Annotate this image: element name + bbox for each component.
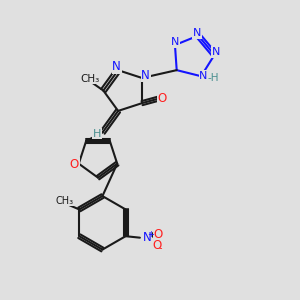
Text: O: O (154, 228, 163, 241)
Text: O: O (158, 92, 167, 105)
Text: -: - (159, 243, 162, 253)
Text: O: O (70, 158, 79, 171)
Text: N: N (212, 47, 220, 57)
Text: N: N (112, 60, 121, 73)
Text: CH₃: CH₃ (80, 74, 100, 84)
Text: N: N (199, 70, 208, 81)
Text: N: N (143, 231, 152, 244)
Text: H: H (93, 129, 101, 139)
Text: N: N (171, 37, 179, 47)
Text: +: + (148, 230, 154, 239)
Text: CH₃: CH₃ (56, 196, 74, 206)
Text: O: O (152, 239, 162, 252)
Text: -H: -H (208, 73, 219, 83)
Text: N: N (141, 68, 150, 82)
Text: N: N (193, 28, 201, 38)
